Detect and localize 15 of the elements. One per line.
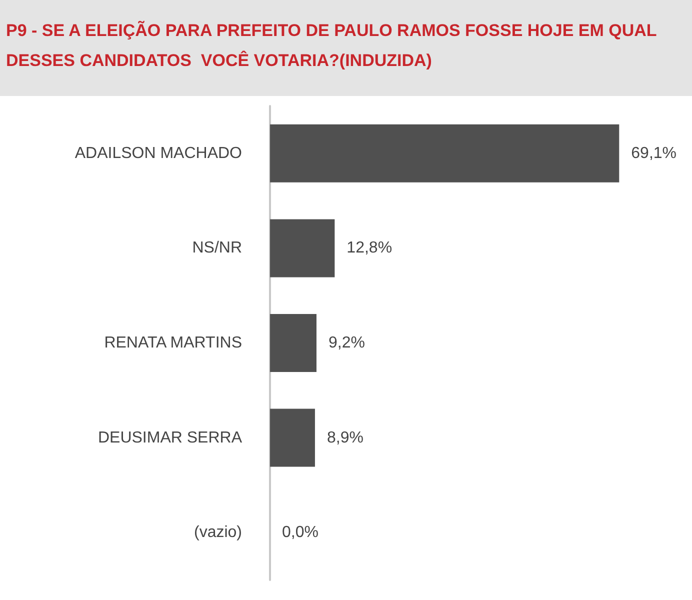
y-tick-label: RENATA MARTINS bbox=[104, 334, 242, 352]
y-tick-label: DEUSIMAR SERRA bbox=[98, 429, 242, 446]
y-tick-label: (vazio) bbox=[194, 524, 242, 542]
data-label: 9,2% bbox=[328, 334, 365, 352]
data-label: 12,8% bbox=[346, 240, 392, 257]
data-label: 8,9% bbox=[326, 429, 364, 446]
chart-title: P9 - SE A ELEIÇÃO PARA PREFEITO DE PAULO RAMOS FOSSE HOJE EM QUAL DESSES CANDIDATOS VOCÊ VOTARIA?(INDUZIDA) bbox=[0, 0, 692, 96]
data-label: 0,0% bbox=[282, 524, 318, 542]
bar bbox=[270, 408, 315, 467]
data-label: 69,1% bbox=[631, 144, 677, 162]
y-tick-label: NS/NR bbox=[192, 240, 242, 257]
bar bbox=[270, 314, 316, 372]
bar bbox=[270, 124, 620, 182]
bar bbox=[270, 219, 335, 278]
y-tick-label: ADAILSON MACHADO bbox=[74, 144, 242, 162]
